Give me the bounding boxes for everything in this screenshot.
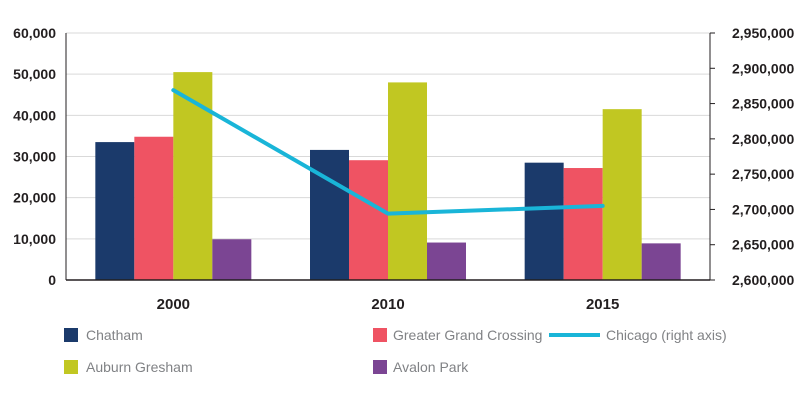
bars [95,72,681,281]
y2-tick-label: 2,700,000 [732,201,794,217]
y2-tick-label: 2,650,000 [732,237,794,253]
y-tick-label: 10,000 [13,231,56,247]
legend-swatch-auburn-gresham [64,360,78,374]
y2-tick-label: 2,600,000 [732,272,794,288]
bar-chatham-2015 [524,162,564,280]
bar-chatham-2000 [95,142,135,280]
y-tick-label: 50,000 [13,66,56,82]
bar-avalon-park-2000 [212,239,252,280]
y-tick-label: 0 [48,272,56,288]
y-tick-label: 30,000 [13,149,56,165]
bar-greater-grand-crossing-2000 [134,136,174,280]
y2-tick-label: 2,950,000 [732,25,794,41]
bar-greater-grand-crossing-2010 [349,160,388,280]
y2-tick-label: 2,850,000 [732,96,794,112]
legend-label-chatham: Chatham [86,327,143,343]
legend-swatch-chatham [64,328,78,342]
legend-label-avalon-park: Avalon Park [393,359,469,375]
bar-avalon-park-2010 [427,242,466,280]
chicago-line-group [171,88,605,216]
chicago-line [171,88,605,216]
legend-swatch-greater-grand-crossing [373,328,387,342]
right-axis-ticks: 2,600,000 2,650,000 2,700,000 2,750,000 2,80… [710,25,794,288]
x-tick-label: 2010 [371,296,404,313]
legend-label-auburn-gresham: Auburn Gresham [86,359,193,375]
y-tick-label: 60,000 [13,25,56,41]
x-tick-label: 2000 [157,296,190,313]
bar-chatham-2010 [310,149,349,280]
x-tick-label: 2015 [586,296,619,313]
bar-auburn-gresham-2015 [602,109,642,281]
y2-tick-label: 2,800,000 [732,131,794,147]
bar-avalon-park-2015 [641,243,681,280]
y-tick-label: 40,000 [13,107,56,123]
x-axis-ticks: 2000 2010 2015 [157,296,620,313]
legend-swatch-avalon-park [373,360,387,374]
bar-auburn-gresham-2010 [388,82,427,281]
y-tick-label: 20,000 [13,190,56,206]
legend-label-chicago: Chicago (right axis) [606,327,727,343]
y2-tick-label: 2,750,000 [732,166,794,182]
axes [65,33,711,281]
legend: Chatham Greater Grand Crossing Chicago (… [64,327,727,375]
y2-tick-label: 2,900,000 [732,60,794,76]
legend-label-greater-grand-crossing: Greater Grand Crossing [393,327,542,343]
left-axis-ticks: 0 10,000 20,000 30,000 40,000 50,000 60,000 [13,25,56,288]
bar-greater-grand-crossing-2015 [563,168,603,280]
